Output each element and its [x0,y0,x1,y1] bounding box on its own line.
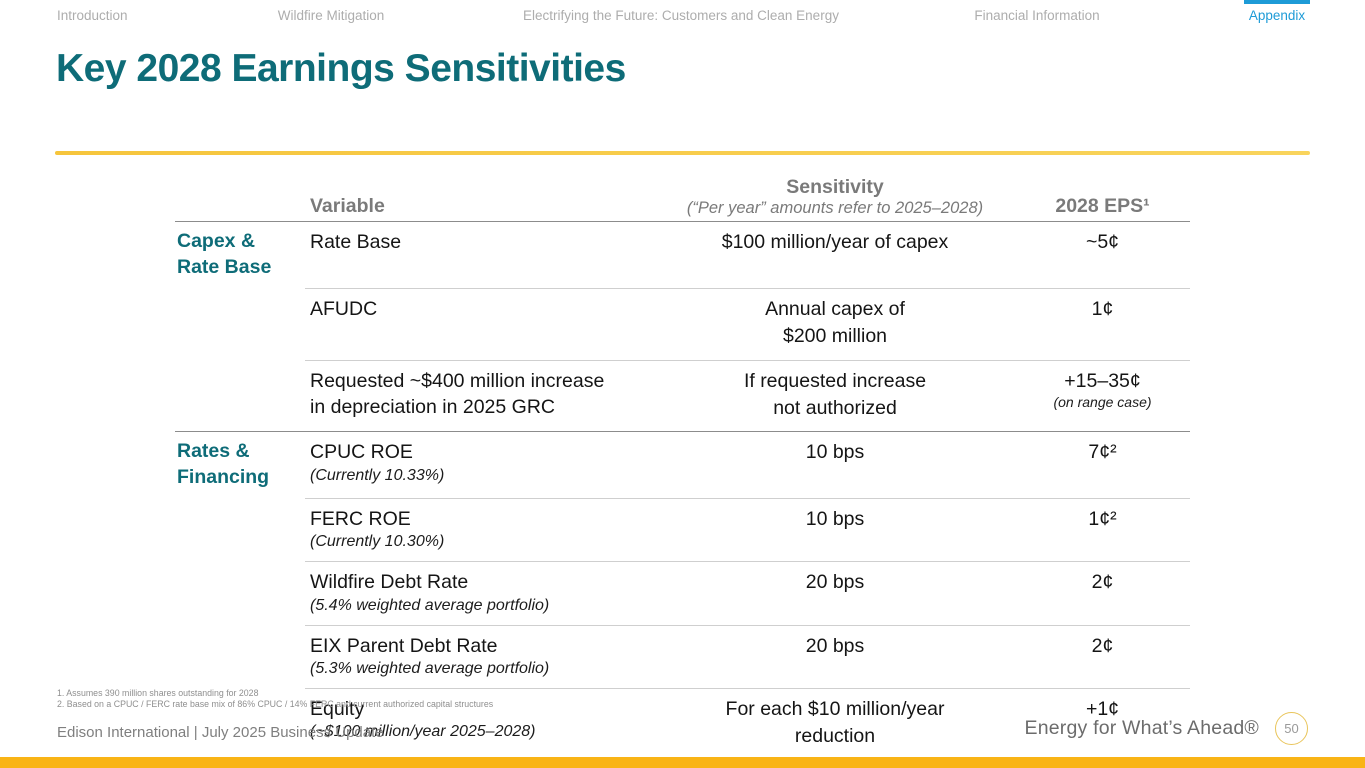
variable-sublabel: (Currently 10.33%) [310,466,445,484]
eps-value: 2¢ [1091,634,1114,657]
sensitivity-value: 20 bps [655,562,1015,626]
table-row-equity: Equity (~$100 million/year 2025–2028) For… [175,689,1190,761]
eps-value: +1¢ [1085,697,1120,720]
brand-tagline: Energy for What’s Ahead® [1024,717,1259,739]
table-row-wildfire-debt-rate: Wildfire Debt Rate (5.4% weighted average… [175,562,1190,626]
footnote-1: 1. Assumes 390 million shares outstandin… [57,688,259,698]
nav-tab-wildfire-mitigation[interactable]: Wildfire Mitigation [277,8,385,23]
row-group-label-rates-financing: Rates & Financing [177,440,270,488]
bottom-accent-bar [0,757,1365,768]
nav-tab-introduction[interactable]: Introduction [57,8,128,23]
variable-label: Equity [310,697,365,720]
nav-tab-financial-information[interactable]: Financial Information [974,8,1100,23]
table-row-cpuc-roe: Rates & Financing CPUC ROE (Currently 10.… [175,432,1190,499]
table-row-eix-parent-debt-rate: EIX Parent Debt Rate (5.3% weighted avera… [175,626,1190,689]
variable-label: FERC ROE [310,507,411,530]
column-header-2028-eps: 2028 EPS¹ [1055,195,1150,217]
table-row-afudc: AFUDC Annual capex of $200 million 1¢ [175,289,1190,361]
footer-right: Energy for What’s Ahead® 50 [1024,712,1308,745]
footnote-2: 2. Based on a CPUC / FERC rate base mix … [57,699,494,710]
nav-tab-appendix[interactable]: Appendix [1248,8,1306,23]
footnotes: 1. Assumes 390 million shares outstandin… [57,688,493,711]
variable-sublabel: (Currently 10.30%) [310,533,445,551]
variable-label: AFUDC [310,298,378,321]
variable-label: Wildfire Debt Rate [310,571,469,594]
page-number-badge: 50 [1275,712,1308,745]
variable-sublabel: (~$100 million/year 2025–2028) [310,723,536,741]
variable-sublabel: (5.4% weighted average portfolio) [310,596,550,614]
active-tab-indicator [1244,0,1310,4]
eps-value: 1¢² [1088,507,1117,530]
eps-value: 2¢ [1091,571,1114,594]
eps-value: ~5¢ [1085,231,1120,254]
eps-value: 7¢² [1088,441,1117,464]
sensitivity-value: 20 bps [655,626,1015,689]
column-header-sensitivity-note: (“Per year” amounts refer to 2025–2028) [686,199,984,218]
variable-label: CPUC ROE [310,441,413,464]
page-title: Key 2028 Earnings Sensitivities [56,47,626,90]
table-header-row: Variable Sensitivity (“Per year” amounts… [175,168,1190,223]
nav-tab-electrifying-the-future[interactable]: Electrifying the Future: Customers and C… [523,8,839,23]
table-row-depreciation: Requested ~$400 million increase in depr… [175,361,1190,433]
sensitivity-value: 10 bps [655,432,1015,499]
variable-sublabel: (5.3% weighted average portfolio) [310,659,550,677]
footer-deck-title: Edison International | July 2025 Busines… [57,724,384,741]
table-row-ferc-roe: FERC ROE (Currently 10.30%) 10 bps 1¢² [175,499,1190,563]
eps-value: +15–35¢ [1064,369,1141,392]
variable-label: Rate Base [310,231,402,254]
variable-label: EIX Parent Debt Rate [310,634,498,657]
column-header-variable: Variable [310,195,385,217]
row-group-label-capex-rate-base: Capex & Rate Base [177,230,272,278]
column-header-sensitivity: Sensitivity [786,176,884,198]
sensitivity-value: For each $10 million/year reduction [655,689,1015,761]
sensitivity-value: 10 bps [655,499,1015,563]
sensitivity-value: $100 million/year of capex [655,222,1015,290]
eps-value: 1¢ [1091,298,1114,321]
eps-subnote: (on range case) [1053,393,1152,410]
sensitivities-table: Variable Sensitivity (“Per year” amounts… [175,168,1190,761]
sensitivity-value: If requested increase not authorized [655,361,1015,433]
variable-label: Requested ~$400 million increase in depr… [310,369,605,418]
table-row-rate-base: Capex & Rate Base Rate Base $100 million… [175,222,1190,290]
sensitivity-value: Annual capex of $200 million [655,289,1015,361]
title-divider [55,151,1310,155]
